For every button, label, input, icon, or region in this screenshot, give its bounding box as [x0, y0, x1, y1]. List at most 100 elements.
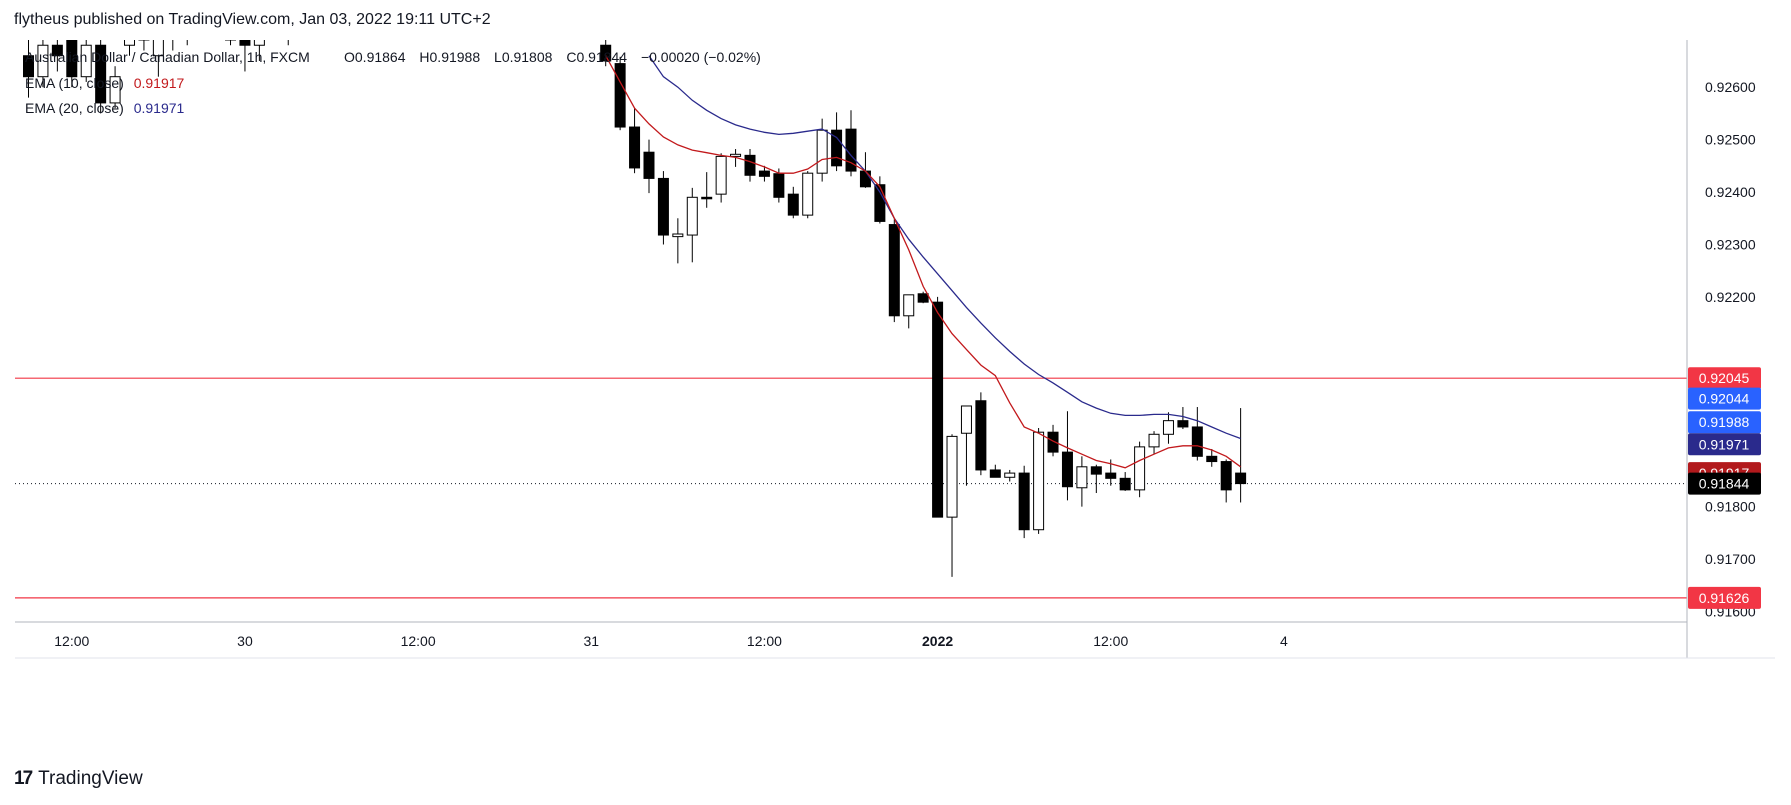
publication-line: flytheus published on TradingView.com, J… — [14, 11, 491, 28]
candle — [1134, 441, 1146, 498]
candle-body — [629, 126, 641, 169]
price-label-bg — [1688, 411, 1761, 434]
y-tick-label: 0.92500 — [1705, 132, 1756, 148]
legend-low-label: L — [494, 49, 502, 65]
candle — [787, 186, 799, 219]
candle-body — [802, 172, 814, 216]
price-label-last: 0.91844 — [1688, 472, 1761, 495]
candle-body — [816, 129, 828, 174]
candle-body — [946, 435, 958, 518]
price-label-bg — [1688, 586, 1761, 609]
candle-body — [1134, 446, 1146, 491]
candle-body — [1047, 431, 1059, 453]
candle-body — [932, 301, 944, 518]
price-label-text: 0.91844 — [1699, 476, 1750, 492]
candle-body — [51, 44, 63, 57]
tradingview-logo-icon: 17 — [14, 768, 33, 789]
legend-low-value: 0.91808 — [502, 49, 553, 65]
legend-ema10-label: EMA (10, close) — [25, 75, 124, 91]
candle — [715, 153, 727, 203]
candles-layer — [23, 40, 1247, 577]
chart-background — [15, 40, 1775, 753]
y-tick-label: 0.92300 — [1705, 236, 1756, 252]
candle — [253, 40, 265, 61]
candle — [744, 149, 756, 182]
chart-area[interactable]: Australian Dollar / Canadian Dollar, 1h,… — [15, 40, 1775, 753]
candle-body — [960, 405, 972, 434]
price-label-text: 0.91971 — [1699, 436, 1750, 452]
candle — [975, 392, 987, 476]
x-tick-label: 12:00 — [54, 633, 89, 649]
candle-body — [989, 469, 1001, 478]
candle — [917, 291, 929, 304]
legend-high-value: 0.91988 — [430, 49, 481, 65]
tradingview-footer[interactable]: 17 TradingView — [14, 768, 143, 790]
price-chart[interactable]: Australian Dollar / Canadian Dollar, 1h,… — [15, 40, 1775, 753]
price-label-bg — [1688, 387, 1761, 410]
candle-body — [109, 76, 121, 104]
candle-body — [787, 193, 799, 216]
price-label-text: 0.91988 — [1699, 414, 1750, 430]
candle-body — [1076, 466, 1088, 489]
candle — [1162, 412, 1174, 444]
candle — [80, 40, 92, 82]
candle — [672, 218, 684, 264]
candle — [960, 405, 972, 486]
legend-ema20-value: 0.91971 — [134, 100, 185, 116]
candle — [1018, 465, 1030, 539]
candle-body — [773, 173, 785, 198]
candle-body — [831, 129, 843, 167]
horizontal-lines-layer — [15, 377, 1687, 599]
candle-body — [614, 63, 626, 128]
y-tick-label: 0.92200 — [1705, 289, 1756, 305]
legend-ema20-label: EMA (20, close) — [25, 100, 124, 116]
candle — [989, 464, 1001, 478]
candle — [37, 40, 49, 88]
candle-body — [1177, 420, 1189, 428]
x-tick-label: 12:00 — [401, 633, 436, 649]
candle — [225, 40, 237, 46]
candle — [657, 171, 669, 245]
candle-body — [124, 40, 136, 46]
candle-body — [888, 224, 900, 317]
candle-body — [686, 196, 698, 236]
candle — [1076, 456, 1088, 507]
candle — [1206, 448, 1218, 467]
candle — [686, 187, 698, 263]
candle — [138, 40, 150, 51]
x-tick-label: 30 — [237, 633, 253, 649]
candle — [1191, 407, 1203, 461]
legend: Australian Dollar / Canadian Dollar, 1h,… — [25, 49, 761, 116]
candle — [1119, 472, 1131, 491]
price-label-bg — [1688, 472, 1761, 495]
candle — [932, 296, 944, 518]
price-labels: 0.920450.920440.919880.919710.919170.918… — [1688, 367, 1761, 609]
price-label-hline: 0.92045 — [1688, 367, 1761, 390]
candle-body — [859, 170, 871, 188]
candle — [109, 66, 121, 109]
candle-body — [715, 155, 727, 195]
candle-body — [1162, 420, 1174, 435]
candle — [124, 40, 136, 56]
candle-body — [643, 151, 655, 179]
candle — [946, 434, 958, 577]
x-axis-ticks[interactable]: 12:00 30 12:00 31 12:00 2022 12:00 4 — [54, 633, 1288, 649]
legend-ema10: EMA (10, close) 0.91917 — [25, 75, 185, 91]
candle — [66, 40, 78, 88]
x-tick-label: 12:00 — [747, 633, 782, 649]
candle — [802, 171, 814, 219]
ema-layer — [605, 55, 1241, 469]
legend-close-value: 0.91844 — [576, 49, 627, 65]
legend-open-value: 0.91864 — [355, 49, 406, 65]
candle-body — [874, 184, 886, 222]
price-label-text: 0.92045 — [1699, 370, 1750, 386]
price-label-ema20: 0.91971 — [1688, 433, 1761, 456]
candle-body — [1220, 461, 1232, 491]
price-label-high: 0.91988 — [1688, 411, 1761, 434]
candle — [1148, 431, 1160, 455]
candle-body — [23, 55, 34, 78]
legend-close-label: C — [566, 49, 576, 65]
candle — [1220, 459, 1232, 503]
ema20-line — [648, 55, 1241, 440]
candle — [614, 56, 626, 131]
